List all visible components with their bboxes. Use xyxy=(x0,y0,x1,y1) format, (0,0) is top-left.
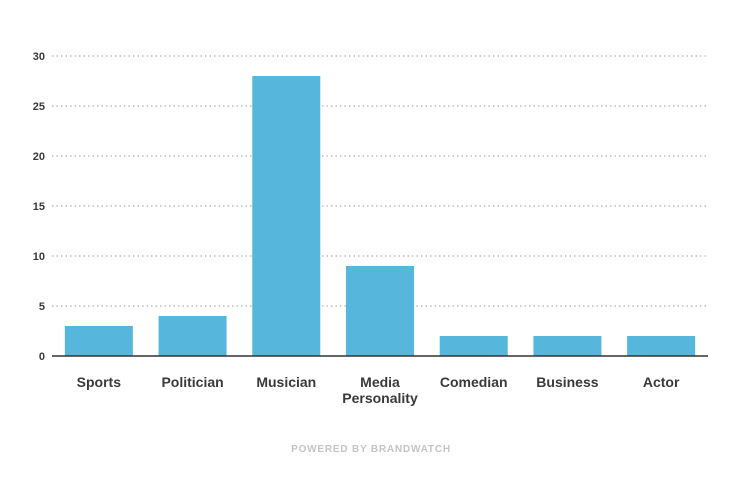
bar xyxy=(64,326,133,356)
bar xyxy=(533,336,602,356)
y-tick-label: 15 xyxy=(33,201,45,213)
x-tick-label: Actor xyxy=(643,374,680,390)
bar xyxy=(158,316,227,356)
x-tick-label-line: Comedian xyxy=(440,374,508,390)
x-tick-label: Comedian xyxy=(440,374,508,390)
x-tick-label: Media Personality xyxy=(342,374,418,406)
y-tick-label: 25 xyxy=(33,101,45,113)
x-tick-label-line: Media xyxy=(360,374,400,390)
x-tick-label-line: Politician xyxy=(161,374,223,390)
x-tick-label-line: Personality xyxy=(342,390,418,406)
x-tick-label: Musician xyxy=(256,374,316,390)
bar xyxy=(346,266,414,356)
x-tick-label-line: Sports xyxy=(77,374,122,390)
bar xyxy=(439,336,508,356)
x-axis-ticks: Sports Politician Musician Media Personality… xyxy=(77,374,680,406)
y-tick-label: 5 xyxy=(39,301,45,313)
bar xyxy=(252,76,321,356)
powered-by-footer: POWERED BY BRANDWATCH xyxy=(291,444,451,455)
x-tick-label: Business xyxy=(536,374,598,390)
bars xyxy=(64,76,696,356)
y-tick-label: 10 xyxy=(33,251,45,263)
x-tick-label-line: Actor xyxy=(643,374,680,390)
bar xyxy=(627,336,696,356)
gridlines xyxy=(52,55,708,307)
y-tick-label: 30 xyxy=(33,51,45,63)
y-tick-label: 20 xyxy=(33,151,45,163)
x-tick-label-line: Musician xyxy=(256,374,316,390)
x-tick-label: Politician xyxy=(161,374,223,390)
x-tick-label: Sports xyxy=(77,374,122,390)
y-axis-ticks: 0 5 10 15 20 25 30 xyxy=(33,51,45,363)
y-tick-label: 0 xyxy=(39,351,45,363)
x-tick-label-line: Business xyxy=(536,374,598,390)
